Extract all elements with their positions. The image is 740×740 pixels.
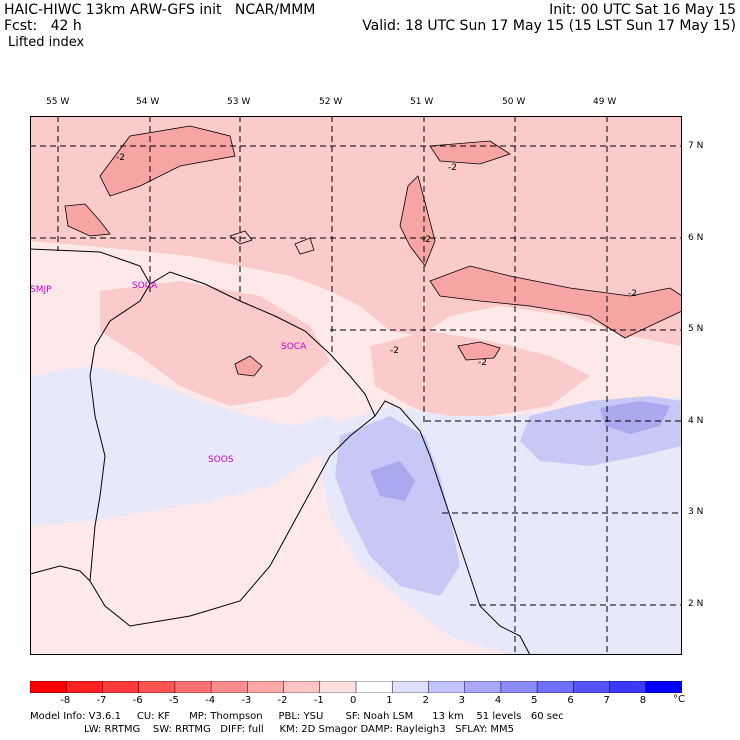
colorbar-cell	[247, 681, 285, 693]
colorbar-tick-label: -1	[313, 695, 324, 706]
colorbar-cell	[174, 681, 212, 693]
pink-zone-mid	[370, 331, 590, 421]
colorbar-cell	[428, 681, 466, 693]
colorbar-tick-label: 2	[422, 695, 429, 706]
strong-cell-7	[235, 356, 262, 376]
colorbar-tick-label: -7	[96, 695, 107, 706]
colorbar-tick-label: -8	[60, 695, 71, 706]
colorbar-tick-label: -5	[168, 695, 179, 706]
colorbar-tick-label: 4	[494, 695, 502, 706]
colorbar-tick-label: -3	[241, 695, 252, 706]
contour-label: -2	[116, 153, 125, 163]
lon-label-51w: 51 W	[410, 97, 434, 107]
lat-label-3n: 3 N	[688, 507, 704, 517]
station-socm: SOCA	[132, 281, 158, 291]
colorbar-cell	[573, 681, 611, 693]
colorbar-tick-label: 7	[603, 695, 610, 706]
station-smjp: SMJP	[30, 285, 52, 295]
colorbar-tick-label: -6	[132, 695, 143, 706]
lon-label-54w: 54 W	[136, 97, 160, 107]
contour-label: -2	[448, 163, 457, 173]
blue-zone-medium	[335, 416, 460, 596]
colorbar-tick-label: 6	[567, 695, 574, 706]
lon-label-49w: 49 W	[593, 97, 617, 107]
colorbar-cell	[464, 681, 502, 693]
contour-label: -2	[422, 235, 431, 245]
lon-label-50w: 50 W	[502, 97, 526, 107]
colorbar-cell	[138, 681, 176, 693]
colorbar-cell	[500, 681, 538, 693]
lat-label-5n: 5 N	[688, 324, 704, 334]
colorbar-cell	[65, 681, 104, 693]
colorbar-tick-label: -4	[205, 695, 216, 706]
colorbar-tick-label: 5	[531, 695, 538, 706]
colorbar-cell	[30, 681, 67, 693]
colorbar-cell	[609, 681, 647, 693]
colorbar-cell	[102, 681, 140, 693]
lat-label-2n: 2 N	[688, 599, 704, 609]
contour-label: -2	[390, 346, 399, 356]
colorbar-tick-label: 1	[386, 695, 393, 706]
station-soca: SOCA	[281, 342, 307, 352]
strong-cell-1	[100, 126, 235, 196]
lifted-index-map: -2 -2 -2 -2 -2 -2 SMJP SOCA SOCA SOOS	[30, 116, 682, 655]
strong-cell-6	[458, 342, 500, 360]
strong-cell-3	[430, 141, 510, 164]
contour-label: -2	[478, 358, 487, 368]
forecast-hour: Fcst: 42 h	[4, 18, 82, 34]
pink-zone-west	[100, 281, 330, 406]
colorbar	[30, 681, 682, 693]
model-info-line1: Model Info: V3.6.1 CU: KF MP: Thompson P…	[30, 711, 564, 722]
colorbar-tick-label: 8	[639, 695, 647, 706]
colorbar-unit: °C	[673, 694, 685, 705]
map-frame	[30, 116, 682, 655]
coastline	[30, 248, 531, 655]
station-soos: SOOS	[208, 455, 234, 465]
colorbar-cell	[283, 681, 321, 693]
contour-lines	[64, 125, 682, 377]
init-time: Init: 00 UTC Sat 16 May 15	[549, 2, 736, 18]
colorbar-cell	[210, 681, 249, 693]
lat-label-4n: 4 N	[688, 416, 704, 426]
model-info-line2: LW: RRTMG SW: RRTMG DIFF: full KM: 2D Sm…	[30, 724, 515, 735]
colorbar-tick-label: 3	[458, 695, 466, 706]
lon-label-53w: 53 W	[227, 97, 251, 107]
colorbar-cell	[391, 681, 430, 693]
strong-cell-2	[65, 204, 110, 236]
contour-label: -2	[628, 289, 637, 299]
field-name: Lifted index	[8, 35, 85, 50]
blue-zone-west	[30, 366, 350, 526]
strong-cell-5	[430, 266, 682, 338]
graticule	[30, 116, 682, 655]
colorbar-tick-label: -2	[277, 695, 288, 706]
colorbar-tick-label: 0	[350, 695, 357, 706]
valid-time: Valid: 18 UTC Sun 17 May 15 (15 LST Sun …	[362, 18, 736, 34]
colorbar-cell	[319, 681, 357, 693]
title-line1-left: HAIC-HIWC 13km ARW-GFS init NCAR/MMM	[4, 2, 316, 18]
lon-label-55w: 55 W	[46, 97, 70, 107]
blue-cell-strong-1	[370, 461, 415, 501]
colorbar-cell	[536, 681, 575, 693]
lat-label-6n: 6 N	[688, 233, 704, 243]
colorbar-cell	[355, 681, 393, 693]
lat-label-7n: 7 N	[688, 141, 704, 151]
lon-label-52w: 52 W	[319, 97, 343, 107]
blue-cell-strong-2	[600, 401, 670, 434]
colorbar-cell	[645, 681, 682, 693]
